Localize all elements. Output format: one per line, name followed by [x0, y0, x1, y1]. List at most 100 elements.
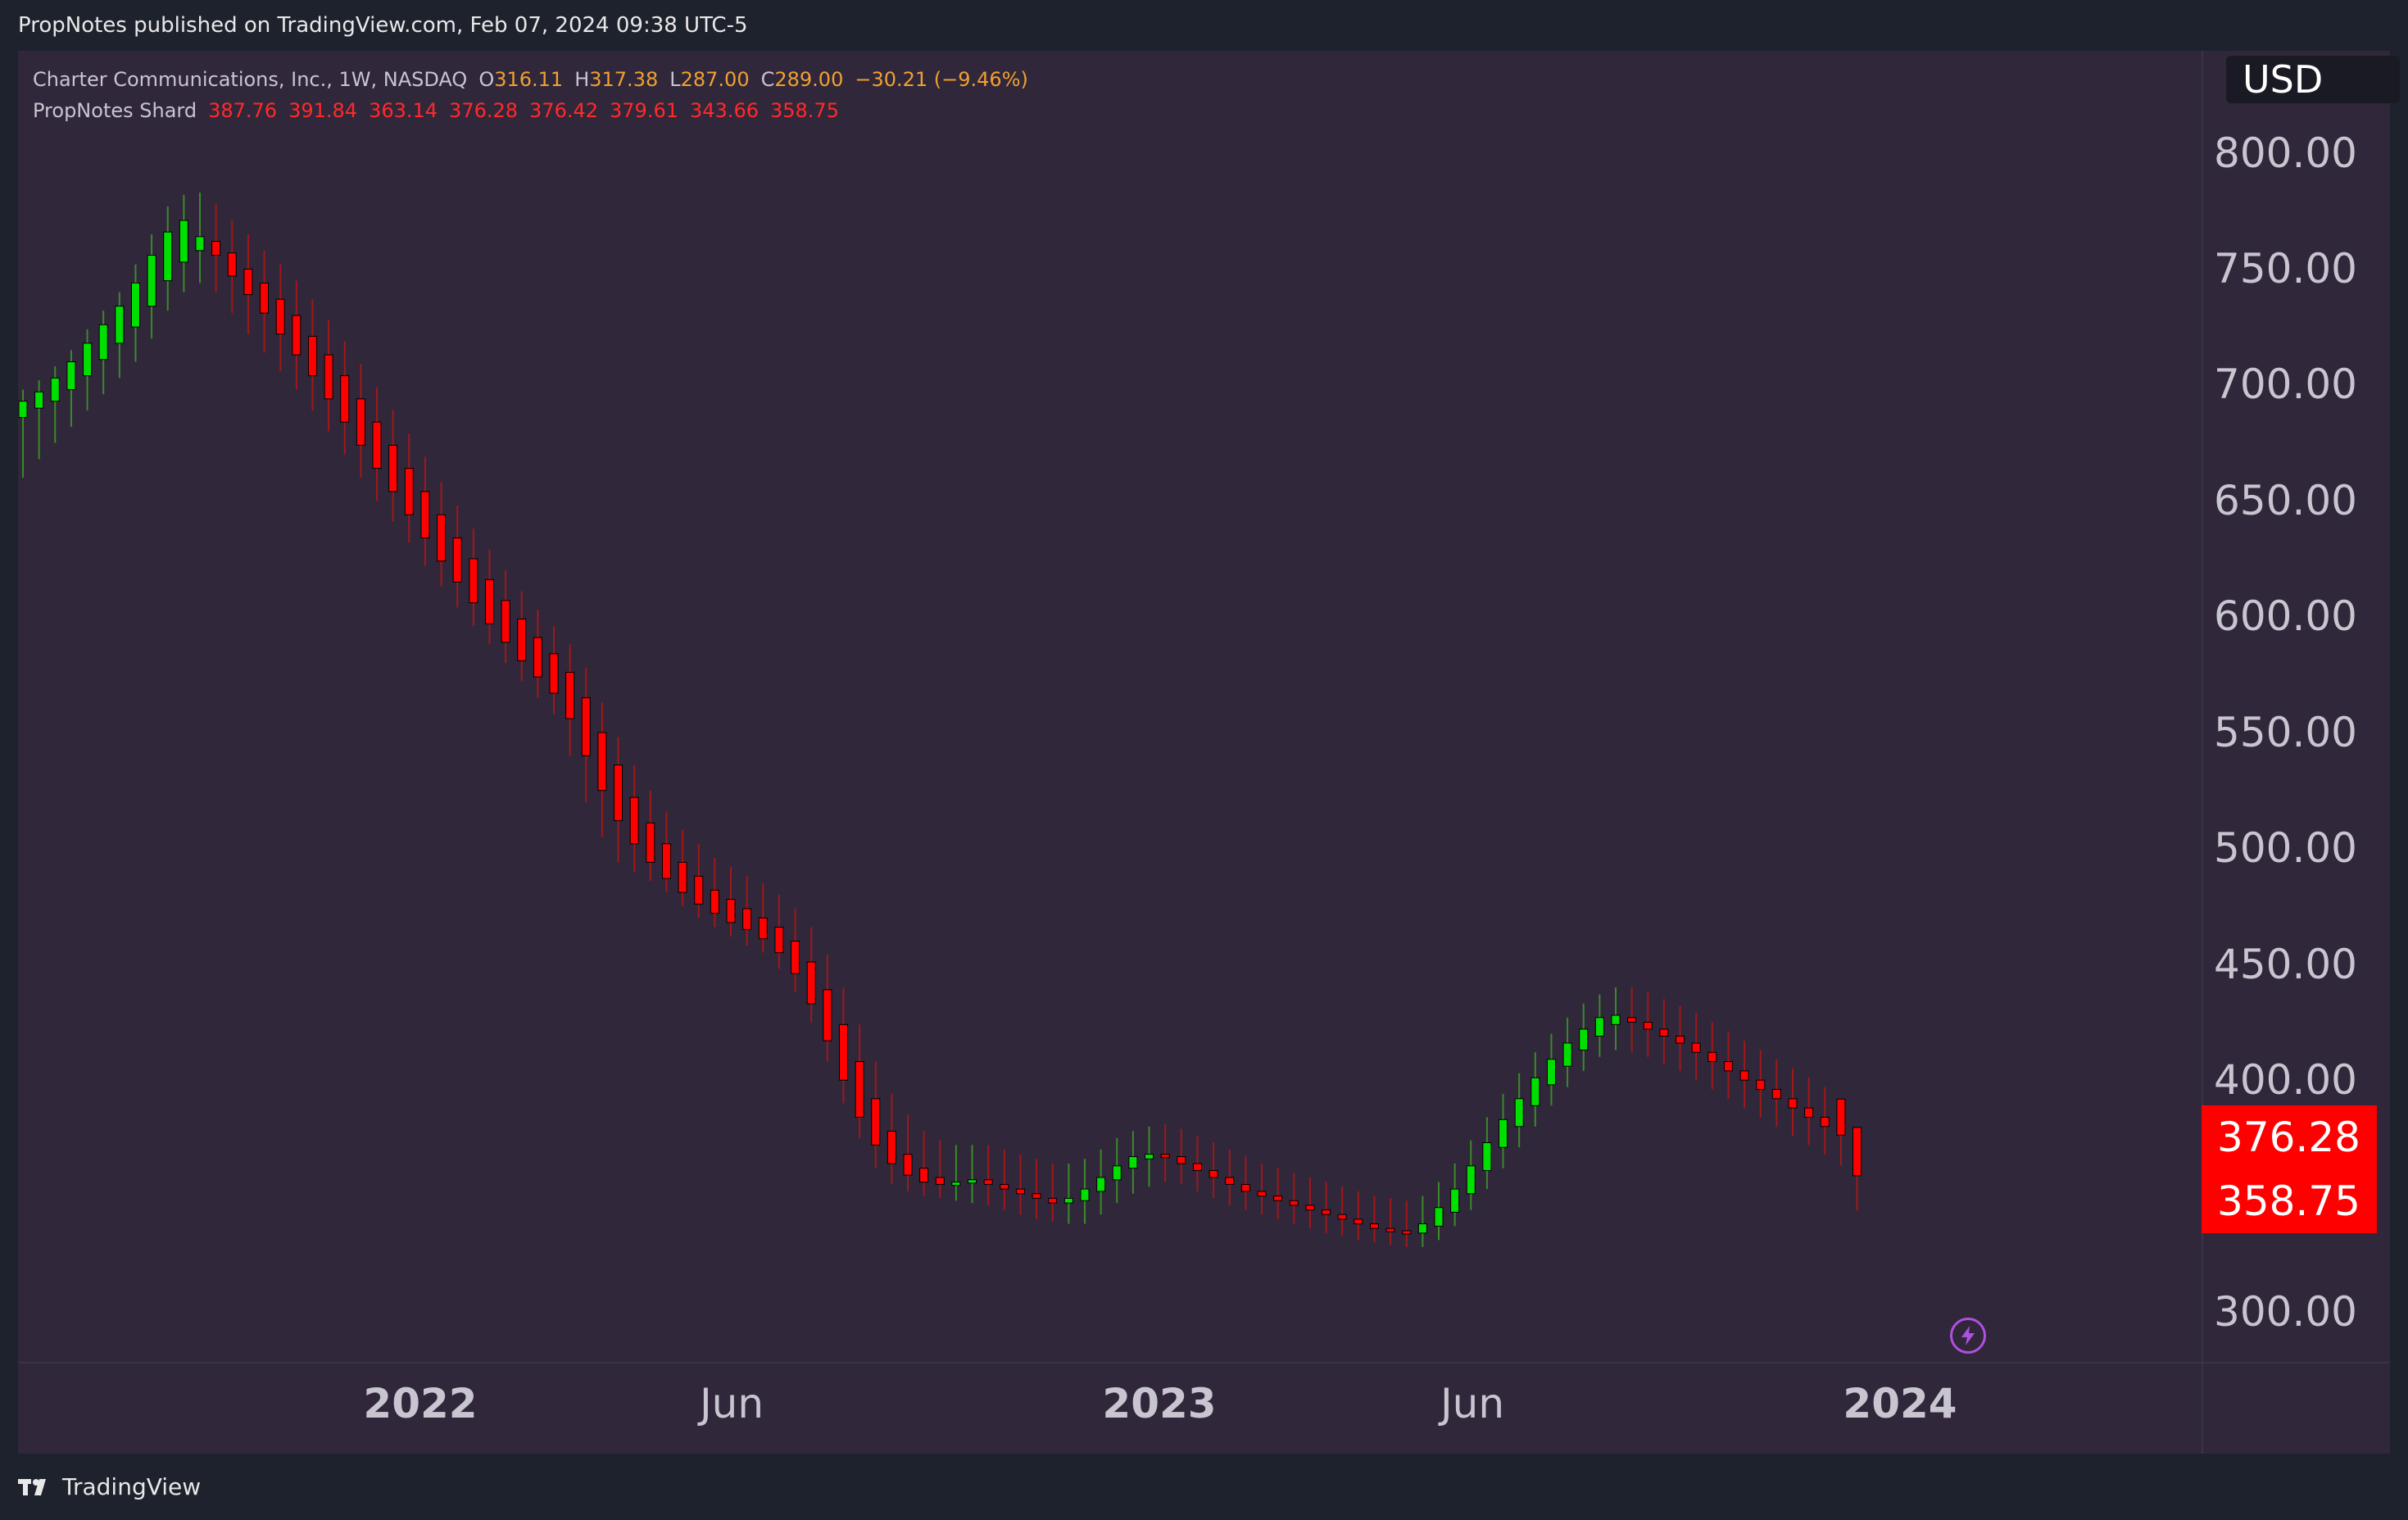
candle-down: [1354, 1191, 1363, 1241]
candle-body: [1434, 1207, 1444, 1227]
price-tick-label: 700.00: [2214, 361, 2357, 408]
candle-down: [260, 250, 270, 353]
candle-down: [1756, 1050, 1766, 1118]
tradingview-logo-icon: [18, 1478, 46, 1495]
candle-body: [452, 537, 462, 583]
candle-down: [1643, 991, 1653, 1057]
time-tick-label: Jun: [1440, 1380, 1505, 1427]
currency-selector[interactable]: USD: [2226, 56, 2400, 103]
candle-body: [484, 579, 494, 624]
candle-body: [1820, 1116, 1830, 1128]
candle-body: [517, 618, 527, 661]
candle-body: [50, 377, 60, 402]
price-tag-lower: 358.75: [2202, 1169, 2377, 1233]
candle-body: [307, 335, 317, 376]
candle-body: [1000, 1183, 1009, 1190]
candle-down: [838, 987, 848, 1104]
candle-down: [420, 456, 430, 566]
candle-down: [1771, 1059, 1781, 1127]
candle-up: [968, 1145, 977, 1204]
candle-body: [1225, 1177, 1235, 1185]
candle-down: [340, 341, 350, 455]
lightning-bolt-icon[interactable]: [1950, 1318, 1986, 1354]
candle-body: [356, 398, 365, 446]
price-axis[interactable]: 800.00 750.00 700.00 650.00 600.00 550.0…: [2202, 51, 2390, 1362]
candle-body: [694, 875, 704, 905]
price-tick-label: 750.00: [2214, 245, 2357, 293]
candle-body: [614, 765, 624, 821]
legend-indicator-row[interactable]: PropNotes Shard 387.76 391.84 363.14 376…: [33, 95, 1028, 126]
candle-down: [661, 811, 671, 893]
candle-up: [1450, 1164, 1460, 1227]
candle-up: [50, 366, 60, 443]
time-tick-label: 2022: [363, 1380, 478, 1427]
candle-body: [855, 1061, 864, 1118]
price-tag-upper: 376.28: [2202, 1105, 2377, 1169]
price-tick-label: 550.00: [2214, 709, 2357, 756]
price-tick-label: 450.00: [2214, 941, 2357, 988]
indicator-value: 343.66: [690, 99, 759, 122]
candle-up: [1145, 1126, 1154, 1187]
candle-body: [1128, 1156, 1138, 1169]
time-axis[interactable]: 2022 Jun 2023 Jun 2024: [18, 1362, 2202, 1454]
candle-up: [1611, 987, 1621, 1050]
candle-down: [1820, 1087, 1830, 1155]
candle-body: [871, 1098, 881, 1146]
chart-frame[interactable]: Charter Communications, Inc., 1W, NASDAQ…: [18, 51, 2400, 1454]
candle-body: [1514, 1098, 1524, 1128]
candle-down: [1273, 1168, 1283, 1219]
candle-body: [501, 600, 510, 643]
candle-up: [1562, 1017, 1572, 1087]
candle-body: [1032, 1193, 1041, 1199]
candle-body: [179, 220, 188, 263]
candle-body: [533, 637, 542, 678]
candle-body: [1499, 1118, 1508, 1148]
candle-body: [1756, 1079, 1766, 1091]
plot-area[interactable]: Charter Communications, Inc., 1W, NASDAQ…: [18, 51, 2202, 1362]
candle-body: [1852, 1127, 1862, 1177]
published-info: PropNotes published on TradingView.com, …: [18, 13, 748, 38]
candle-down: [1032, 1159, 1041, 1219]
candle-body: [1322, 1209, 1331, 1215]
candle-body: [951, 1182, 961, 1187]
candle-body: [98, 324, 108, 361]
candle-up: [34, 380, 44, 460]
candle-body: [130, 282, 140, 328]
candle-up: [83, 329, 93, 411]
candle-body: [1177, 1156, 1186, 1164]
axis-corner: [2202, 1362, 2390, 1454]
candle-up: [1579, 1003, 1589, 1071]
candle-body: [758, 917, 768, 940]
candle-body: [838, 1023, 848, 1081]
candle-body: [678, 861, 687, 893]
candle-down: [919, 1131, 929, 1196]
candle-body: [581, 697, 591, 756]
candlestick-chart[interactable]: [18, 51, 2202, 1362]
indicator-value: 376.42: [529, 99, 599, 122]
candle-down: [678, 829, 687, 907]
candle-body: [1594, 1017, 1604, 1037]
candle-down: [501, 570, 510, 664]
candle-up: [18, 389, 28, 478]
candle-up: [1499, 1094, 1508, 1168]
candle-up: [195, 193, 205, 284]
candle-body: [211, 240, 221, 256]
candle-body: [919, 1168, 929, 1183]
candle-down: [855, 1024, 864, 1138]
candle-up: [179, 194, 188, 293]
candle-down: [774, 894, 784, 969]
candle-body: [1305, 1205, 1315, 1211]
time-tick-label: 2023: [1102, 1380, 1217, 1427]
indicator-name[interactable]: PropNotes Shard: [33, 99, 197, 122]
candle-down: [533, 610, 542, 698]
symbol-title[interactable]: Charter Communications, Inc., 1W, NASDAQ: [33, 68, 468, 91]
candle-up: [115, 292, 125, 379]
footer: TradingView: [18, 1473, 201, 1500]
candle-down: [1739, 1041, 1749, 1109]
candle-down: [1337, 1187, 1347, 1236]
candle-body: [1402, 1230, 1412, 1235]
candle-down: [742, 876, 752, 946]
legend-symbol-row[interactable]: Charter Communications, Inc., 1W, NASDAQ…: [33, 64, 1028, 95]
candle-down: [1804, 1078, 1814, 1146]
candle-down: [517, 591, 527, 682]
